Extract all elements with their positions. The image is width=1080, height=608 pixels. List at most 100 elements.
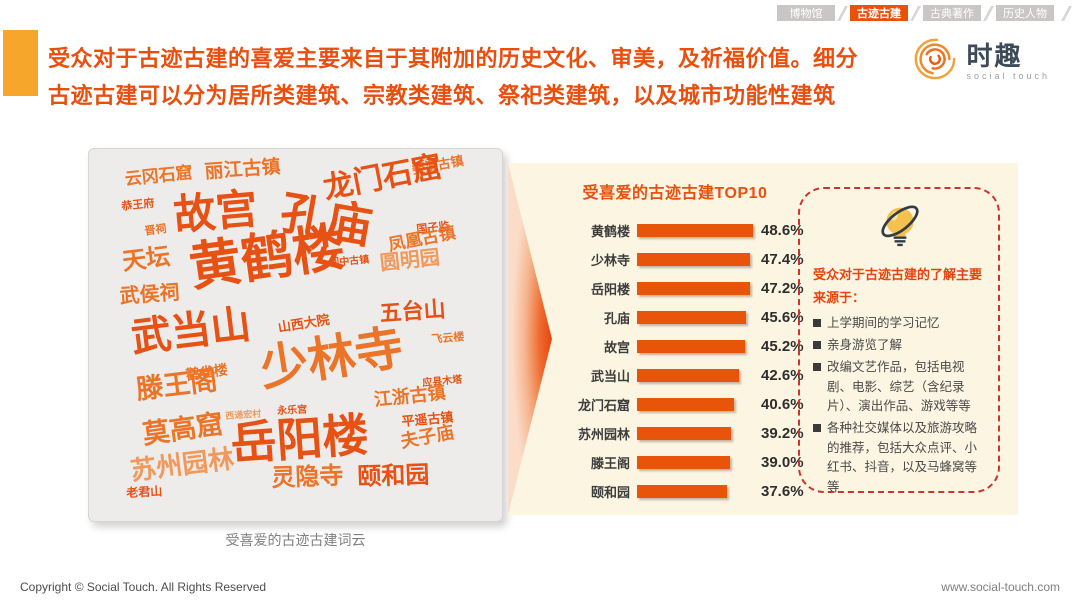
chart-row: 滕王阁 39.0% (550, 448, 804, 477)
page-title: 受众对于古迹古建的喜爱主要来自于其附加的历史文化、审美，及祈福价值。细分 古迹古… (48, 40, 928, 114)
chart-row: 苏州园林 39.2% (550, 419, 804, 448)
tab-历史人物[interactable]: 历史人物 (996, 5, 1054, 21)
insight-heading: 受众对于古迹古建的了解主要来源于： (813, 267, 983, 305)
bullet-text: 上学期间的学习记忆 (827, 315, 940, 330)
wordcloud-word: 丽江古镇 (203, 156, 282, 183)
bullet-text: 亲身游览了解 (827, 337, 903, 352)
bullet-square-icon (813, 340, 821, 349)
bar (637, 282, 750, 295)
insight-bullet-item: 上学期间的学习记忆 (813, 314, 986, 333)
chart-row: 颐和园 37.6% (550, 477, 804, 506)
results-panel: 受喜爱的古迹古建TOP10 黄鹤楼 48.6% 少林寺 47.4% 岳阳楼 47.2% 孔庙… (508, 163, 1018, 515)
brand-name: 时趣 (966, 41, 1023, 71)
chart-row: 武当山 42.6% (550, 361, 804, 390)
insight-bullet-item: 各种社交媒体以及旅游攻略的推荐，包括大众点评、小红书、抖音，以及马蜂窝等等 (813, 419, 986, 497)
bullet-text: 改编文艺作品，包括电视剧、电影、综艺（含纪录片）、演出作品、游戏等等 (827, 360, 971, 413)
wordcloud-word: 云冈石窟 (123, 162, 194, 189)
top10-bar-chart: 受喜爱的古迹古建TOP10 黄鹤楼 48.6% 少林寺 47.4% 岳阳楼 47.2% 孔庙… (550, 179, 804, 506)
bar (637, 224, 753, 237)
brand-subtitle: social touch (966, 71, 1050, 81)
tab-bar-end-slash (1054, 5, 1072, 21)
wordcloud-word: 故宫 (171, 184, 260, 239)
wordcloud-word: 恭王府 (120, 197, 155, 213)
chart-title: 受喜爱的古迹古建TOP10 (582, 185, 768, 202)
bar-track (637, 282, 753, 295)
bar-label: 黄鹤楼 (590, 224, 630, 239)
bar-label: 孔庙 (603, 311, 630, 326)
page-title-line2: 古迹古建可以分为居所类建筑、宗教类建筑、祭祀类建筑，以及城市功能性建筑 (48, 83, 836, 108)
bar-value: 47.4% (761, 251, 804, 268)
bar (637, 340, 745, 353)
bar-track (637, 456, 753, 469)
wordcloud-word: 圆明园 (378, 246, 441, 275)
wordcloud-caption: 受喜爱的古迹古建词云 (225, 532, 366, 548)
chart-row: 孔庙 45.6% (550, 303, 804, 332)
lightbulb-orbit-icon (813, 199, 986, 256)
bar-value: 40.6% (761, 396, 804, 413)
bar (637, 369, 739, 382)
chart-row: 岳阳楼 47.2% (550, 274, 804, 303)
bar-track (637, 369, 753, 382)
wordcloud-word: 阆中古镇 (328, 254, 370, 269)
chart-row: 故宫 45.2% (550, 332, 804, 361)
wordcloud-word: 灵隐寺 (270, 462, 344, 492)
bar-label: 滕王阁 (590, 456, 630, 471)
chart-row: 少林寺 47.4% (550, 245, 804, 274)
accent-square (3, 30, 38, 96)
bar-track (637, 340, 753, 353)
bar-label: 少林寺 (590, 253, 630, 268)
bar (637, 253, 751, 266)
spiral-logo-icon (912, 36, 958, 87)
wordcloud-word: 山西大院 (276, 311, 331, 335)
bullet-square-icon (813, 424, 821, 433)
tab-separator (837, 5, 848, 21)
bar-label: 故宫 (603, 340, 630, 355)
bar (637, 485, 727, 498)
bar-value: 47.2% (761, 280, 804, 297)
bar-track (637, 427, 753, 440)
wordcloud-word: 晋祠 (143, 222, 168, 238)
wordcloud-word: 飞云楼 (430, 331, 465, 346)
wordcloud-panel: 云冈石窟 丽江古镇 婺源古镇 龙门石窟 恭王府 故宫 孔庙 晋祠 国子监 凤凰古镇 天坛 黄鹤楼 阆中古… (88, 148, 503, 522)
tab-古迹古建[interactable]: 古迹古建 (850, 5, 908, 21)
wordcloud-word: 少林寺 (256, 321, 408, 397)
bar (637, 398, 734, 411)
wordcloud-word: 江浙古镇 (372, 382, 447, 410)
bar-track (637, 398, 753, 411)
insight-bullet-item: 亲身游览了解 (813, 336, 986, 355)
bar-label: 苏州园林 (577, 427, 630, 442)
bar-value: 45.2% (761, 338, 804, 355)
wordcloud-word: 武侯祠 (118, 281, 181, 308)
bullet-square-icon (813, 363, 821, 372)
bar (637, 427, 731, 440)
wordcloud-word: 滕王阁 (134, 365, 219, 405)
brand-logo: 时趣 social touch (912, 36, 1050, 87)
wordcloud-word: 颐和园 (356, 461, 430, 491)
chart-row: 龙门石窟 40.6% (550, 390, 804, 419)
bar (637, 456, 731, 469)
chart-row: 黄鹤楼 48.6% (550, 216, 804, 245)
bar-track (637, 253, 753, 266)
bar-value: 48.6% (761, 222, 804, 239)
wordcloud-word: 老君山 (125, 484, 163, 500)
bar-track (637, 311, 753, 324)
bar-value: 39.0% (761, 454, 804, 471)
tab-古典著作[interactable]: 古典著作 (923, 5, 981, 21)
wordcloud-word: 岳阳楼 (228, 408, 371, 470)
bar-label: 岳阳楼 (590, 282, 630, 297)
bar-value: 45.6% (761, 309, 804, 326)
bar-label: 龙门石窟 (577, 398, 630, 413)
tab-separator (983, 5, 994, 21)
tab-博物馆[interactable]: 博物馆 (777, 5, 835, 21)
bar-track (637, 485, 753, 498)
bar-value: 37.6% (761, 483, 804, 500)
bar-track (637, 224, 753, 237)
wordcloud-word: 苏州园林 (128, 443, 236, 486)
top-tab-bar: 博物馆 古迹古建 古典著作 历史人物 (771, 5, 1072, 21)
insight-bullet-list: 上学期间的学习记忆 亲身游览了解改编文艺作品，包括电视剧、电影、综艺（含纪录片）、… (813, 314, 986, 497)
bar-label: 颐和园 (590, 485, 630, 500)
bar-label: 武当山 (590, 369, 630, 384)
insight-box: 受众对于古迹古建的了解主要来源于： 上学期间的学习记忆 亲身游览了解改编文艺作品，… (798, 187, 1000, 494)
arrow-right-icon (508, 163, 552, 515)
